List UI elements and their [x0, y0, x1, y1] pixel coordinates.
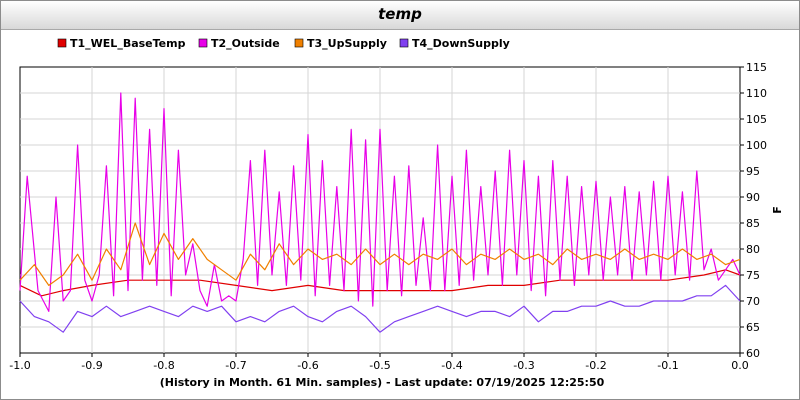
x-tick-label: -1.0	[9, 359, 30, 372]
x-tick-label: -0.9	[81, 359, 102, 372]
x-tick-label: 0.0	[731, 359, 749, 372]
series-group	[19, 92, 741, 333]
legend-item: T1_WEL_BaseTemp	[57, 37, 186, 50]
y-tick-label: 115	[746, 61, 767, 74]
legend-item: T2_Outside	[198, 37, 280, 50]
y-tick-label: 90	[746, 191, 760, 204]
y-tick-label: 70	[746, 295, 760, 308]
x-tick-label: -0.1	[657, 359, 678, 372]
legend-label: T4_DownSupply	[412, 37, 510, 50]
y-tick-label: 85	[746, 217, 760, 230]
legend-swatch	[399, 38, 409, 48]
x-tick-label: -0.3	[513, 359, 534, 372]
title-bar: temp	[1, 1, 799, 30]
x-axis-label: (History in Month. 61 Min. samples) - La…	[160, 376, 605, 389]
y-tick-label: 95	[746, 165, 760, 178]
x-tick-label: -0.4	[441, 359, 462, 372]
y-tick-label: 80	[746, 243, 760, 256]
legend-label: T3_UpSupply	[307, 37, 387, 50]
x-tick-label: -0.5	[369, 359, 390, 372]
series-line-t1-wel-basetemp	[19, 269, 741, 297]
x-tick-label: -0.8	[153, 359, 174, 372]
legend-swatch	[294, 38, 304, 48]
chart-title: temp	[378, 5, 422, 23]
y-axis-label: F	[771, 206, 784, 214]
legend-label: T1_WEL_BaseTemp	[70, 37, 186, 50]
y-tick-label: 110	[746, 87, 767, 100]
y-axis: 60 65 70 75 80 85 90 95 100 105 110 115	[740, 61, 767, 360]
y-tick-label: 75	[746, 269, 760, 282]
series-line-t3-upsupply	[19, 222, 741, 286]
y-tick-label: 100	[746, 139, 767, 152]
y-tick-label: 60	[746, 347, 760, 360]
legend-swatch	[198, 38, 208, 48]
y-tick-label: 105	[746, 113, 767, 126]
legend-swatch	[57, 38, 67, 48]
series-line-t4-downsupply	[19, 284, 741, 333]
series-line-t2-outside	[19, 92, 741, 312]
legend-item: T3_UpSupply	[294, 37, 387, 50]
x-tick-label: -0.6	[297, 359, 318, 372]
legend: T1_WEL_BaseTemp T2_Outside T3_UpSupply T4_D…	[57, 37, 510, 50]
x-tick-label: -0.2	[585, 359, 606, 372]
x-tick-label: -0.7	[225, 359, 246, 372]
legend-label: T2_Outside	[211, 37, 280, 50]
legend-item: T4_DownSupply	[399, 37, 510, 50]
grid	[20, 67, 740, 353]
x-axis: -1.0 -0.9 -0.8 -0.7 -0.6 -0.5 -0.4 -0.3 -0.2 -0.1…	[9, 353, 749, 372]
y-tick-label: 65	[746, 321, 760, 334]
